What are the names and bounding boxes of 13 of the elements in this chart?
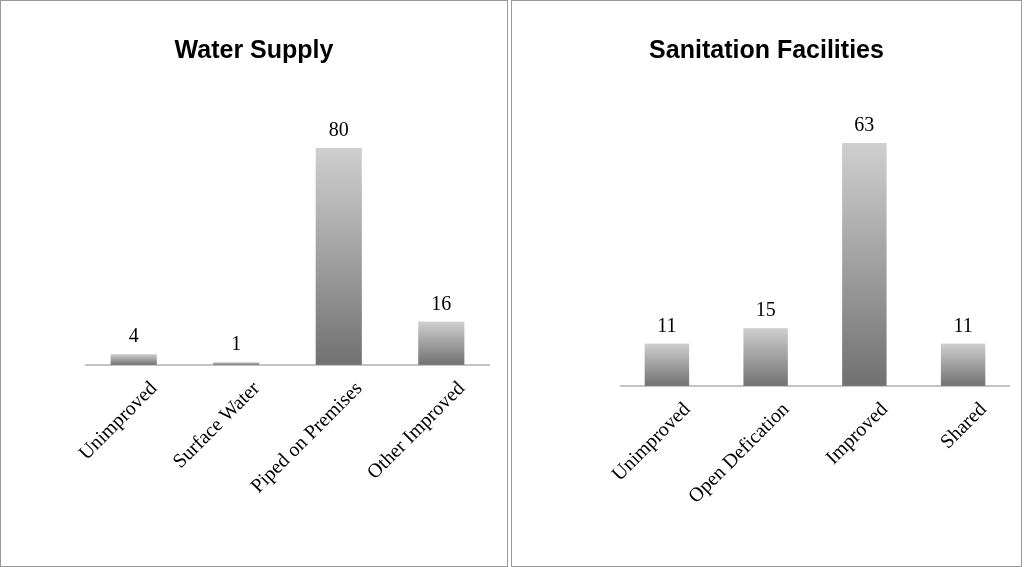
data-label: 11 [657,313,677,336]
bar [315,148,362,365]
data-label: 16 [431,291,452,314]
data-label: 4 [128,324,139,347]
data-label: 63 [854,113,875,135]
bar [418,321,465,365]
data-label: 1 [231,332,242,355]
data-label: 80 [328,118,349,140]
data-label: 15 [755,298,776,321]
bar [110,354,157,365]
chart-title: Water Supply [174,35,334,63]
chart-title: Sanitation Facilities [649,35,884,63]
data-label: 11 [953,313,973,336]
